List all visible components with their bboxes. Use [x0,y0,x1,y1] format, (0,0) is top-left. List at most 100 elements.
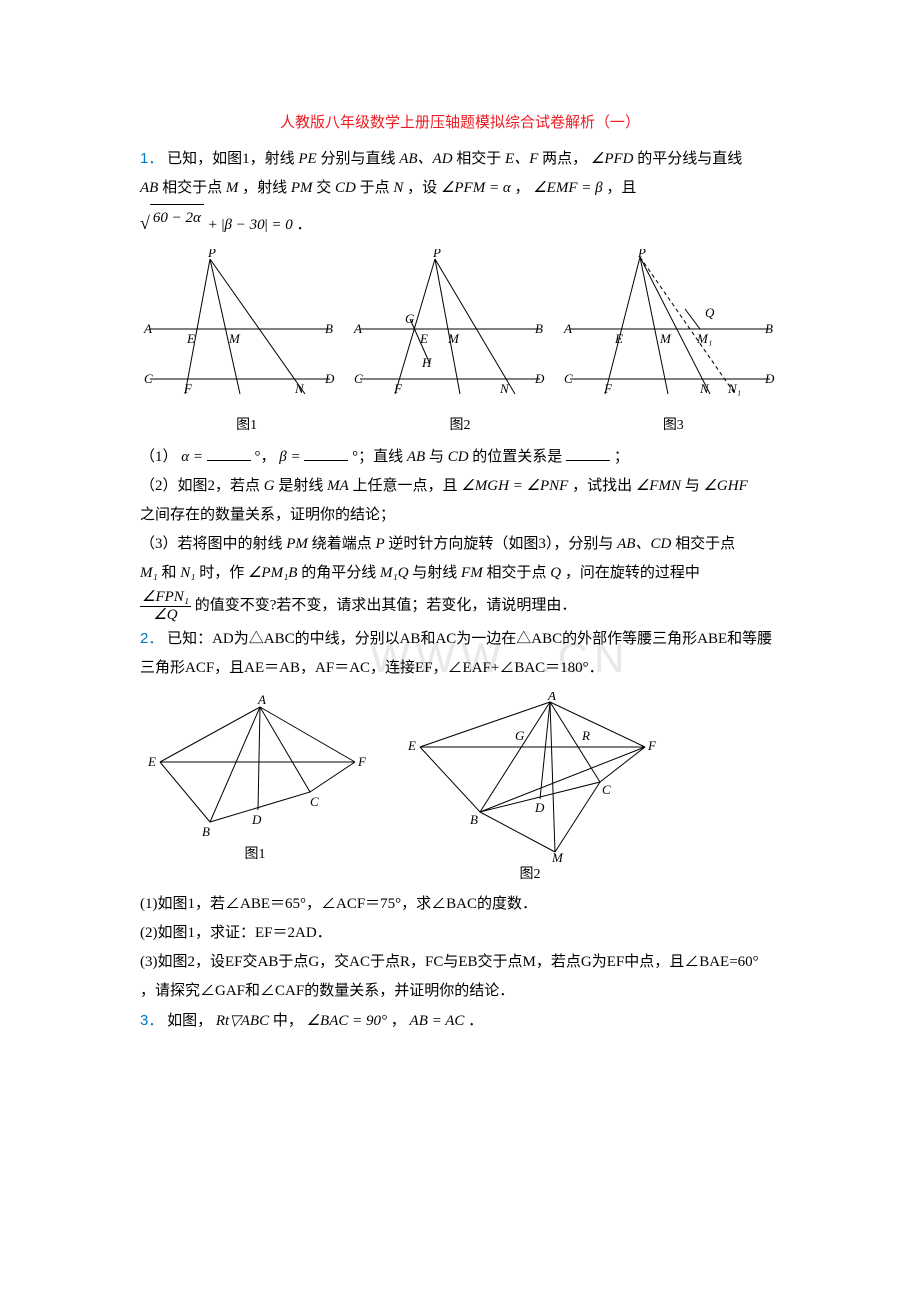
q2f2-R: R [581,728,590,743]
q2f2-M: M [551,850,564,862]
lbl-C3: C [564,371,573,386]
q1-part2-l1: （2）如图2，若点 G 是射线 MA 上任意一点，且 ∠MGH = ∠PNF ，… [140,473,780,500]
q1p2ang1: ∠MGH = ∠PNF [461,478,568,494]
q3ABC: ABC [241,1013,269,1029]
q1-l1a: 已知，如图1，射线 [167,151,295,167]
q1-l2d: 于点 [360,180,390,196]
q1p3d: 相交于点 [675,536,735,552]
q2-fig2-wrap: A B C D E F G R M 图2 [400,692,660,887]
q1-part2-l2: 之间存在的数量关系，证明你的结论； [140,502,780,529]
q2l1: 已知：AD为△ABC的中线，分别以AB和AC为一边在△ABC的外部作等腰三角形A… [167,631,772,647]
q1-l2b: ，射线 [242,180,287,196]
q1-l1e: 的平分线与直线 [637,151,742,167]
q2f1-A: A [257,692,266,707]
q1-PM: PM [291,180,313,196]
q1p3a: （3）若将图中的射线 [140,536,283,552]
frac-num: ∠FPN₁ [140,589,191,607]
q1p3l2c: 的角平分线 [301,565,376,581]
q1p3FM: FM [461,565,483,581]
q1-l1c: 相交于 [456,151,501,167]
lbl-D3: D [764,371,775,386]
q1p1-semi: ； [614,449,629,465]
lbl-P3: P [637,249,646,260]
q1p3P: P [375,536,384,552]
q2-stem-l2: 三角形ACF，且AE＝AB，AF＝AC，连接EF，∠EAF+∠BAC＝180°． [140,655,780,682]
q3d: ． [468,1013,483,1029]
q3eq: AB = AC [410,1013,465,1029]
q1-stem-eq: √ 60 − 2α + |β − 30| = 0 ． [140,204,780,239]
plus: + [208,217,222,233]
q2f2-D: D [534,800,545,815]
q1-stem-line1: 1． 已知，如图1，射线 PE 分别与直线 AB、AD 相交于 E、F 两点， … [140,145,780,173]
q1p1-beta: β = [279,449,300,465]
lbl-M2: M [447,331,460,346]
q2f2-G: G [515,728,525,743]
q1-l2c: 交 [316,180,331,196]
lbl-A2: A [353,321,362,336]
radical-icon: √ [140,214,150,232]
lbl-C2: C [354,371,363,386]
q1p3l2f: ，问在旋转的过程中 [565,565,700,581]
q1p3l2e: 相交于点 [486,565,546,581]
q2-cap2: 图2 [400,862,660,887]
q1p1-end: 的位置关系是 [472,449,562,465]
q1-l1b: 分别与直线 [320,151,395,167]
q1-EF: E、F [505,151,538,167]
q2f2-B: B [470,812,478,827]
q2-figures: A B C D E F 图1 [140,692,780,887]
q1p2d: ，试找出 [572,478,632,494]
lbl-A3: A [563,321,572,336]
lbl-Q3: Q [705,305,715,320]
blank-3 [566,446,610,461]
q1-angPFD: ∠PFD [591,151,634,167]
q1p3l2b: 时，作 [199,565,244,581]
q2f2-F: F [647,738,657,753]
q2f2-C: C [602,782,611,797]
lbl-M3: M [659,331,672,346]
lbl-E: E [186,331,195,346]
sqrt-body: 60 − 2α [150,204,204,232]
q2f1-C: C [310,794,319,809]
q1p3ang1: ∠PM₁B [248,565,297,581]
doc-title: 人教版八年级数学上册压轴题模拟综合试卷解析（一） [140,110,780,137]
q1-l1d: 两点， [542,151,587,167]
q1p1-AB: AB [407,449,425,465]
lbl-B2: B [535,321,543,336]
q3-stem: 3． 如图， Rt▽ABC 中， ∠BAC = 90° ， AB = AC ． [140,1007,780,1035]
q1-part1: （1） α = °， β = °；直线 AB 与 CD 的位置关系是 ； [140,444,780,471]
q3b: 中， [273,1013,303,1029]
lbl-N3: N [699,381,710,396]
q1p2a: （2）如图2，若点 [140,478,260,494]
q1p3M1: M₁ [140,565,158,581]
q1p1-deg2: °；直线 [352,449,403,465]
q1-angEMF: ∠EMF = β [533,180,602,196]
q3a: 如图， [167,1013,212,1029]
q2f2-A: A [547,692,556,703]
q2f1-B: B [202,824,210,839]
lbl-N2: N [499,381,510,396]
q1p2e: 与 [685,478,700,494]
q2f1-F: F [357,754,367,769]
q2f1-D: D [251,812,262,827]
lbl-E2: E [419,331,428,346]
figure-q2-2: A B C D E F G R M [400,692,660,862]
eq-zero: = 0 [271,217,292,233]
q1p3c: 逆时针方向旋转（如图3），分别与 [388,536,613,552]
q1p3PM: PM [286,536,308,552]
q1-part3-l2: M₁ 和 N₁ 时，作 ∠PM₁B 的角平分线 M₁Q 与射线 FM 相交于点 … [140,560,780,587]
q1p3Q: Q [550,565,561,581]
q2f1-E: E [147,754,156,769]
figure-2: P A B C D E F M N G H [350,249,550,409]
q1-CD: CD [335,180,356,196]
q2-p3a: (3)如图2，设EF交AB于点G，交AC于点R，FC与EB交于点M，若点G为EF… [140,949,780,976]
q1p3M1Q: M₁Q [380,565,409,581]
q2f2-E: E [407,738,416,753]
q1p1a: （1） [140,449,178,465]
cap2: 图2 [353,413,566,438]
lbl-G2: G [405,311,415,326]
lbl-B: B [325,321,333,336]
q3-number: 3． [140,1012,163,1029]
lbl-E3: E [614,331,623,346]
q1-l2a: 相交于点 [162,180,222,196]
lbl-A: A [143,321,152,336]
